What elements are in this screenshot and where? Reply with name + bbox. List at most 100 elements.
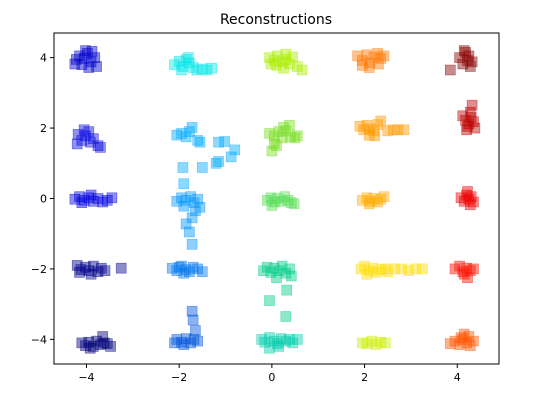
data-point [372,196,383,208]
x-tick-label: −4 [78,371,94,384]
data-point [99,265,111,277]
data-point [186,239,198,250]
data-point [256,334,268,345]
data-point [83,62,95,73]
data-point [280,48,292,60]
data-point [356,60,368,71]
data-point [463,118,475,130]
data-point [449,335,461,347]
data-point [464,61,476,72]
data-point [194,202,206,213]
data-point [180,195,192,206]
data-point [178,200,190,212]
data-point [176,260,187,272]
chart-title: Reconstructions [220,12,332,28]
data-point [454,260,465,272]
data-point [382,266,394,278]
data-point [463,331,475,342]
data-point [259,336,271,348]
data-point [80,45,91,56]
data-point [95,142,106,153]
data-point [210,158,222,169]
data-point [359,260,370,272]
data-point [187,314,199,326]
data-point [364,196,376,207]
data-point [272,193,283,204]
data-point [186,122,198,133]
data-point [76,337,88,349]
data-point [176,64,187,76]
data-point [375,336,387,348]
data-point [464,340,476,352]
data-point [364,57,376,69]
y-tick-label: −2 [31,263,47,276]
data-point [85,268,97,280]
data-point [82,48,93,59]
data-point [403,265,414,277]
data-point [184,126,195,137]
data-point [285,131,296,143]
data-point [258,265,269,277]
data-point [284,334,295,345]
data-point [285,197,297,208]
data-point [296,64,308,76]
data-point [97,331,108,342]
data-point [464,199,476,211]
data-point [74,267,85,278]
data-point [361,268,373,280]
data-point [266,145,278,157]
data-point [192,263,203,275]
data-point [273,341,285,352]
data-point [462,272,473,284]
data-point [468,263,479,275]
data-point [92,140,104,151]
data-point [276,260,288,272]
data-point [268,196,280,208]
x-axis-ticks: −4 −2 0 2 4 [78,364,461,384]
data-point [458,45,470,56]
data-point [370,267,382,278]
data-point [375,53,387,64]
data-point [278,62,289,74]
data-point [468,196,479,208]
data-point [69,58,81,70]
data-point [280,267,292,279]
data-point [464,265,476,277]
data-point [279,191,291,202]
data-point [378,191,390,202]
data-point [389,263,401,275]
data-point [380,337,391,349]
data-point [180,54,192,65]
y-tick-label: 2 [40,122,47,135]
data-point [464,106,476,118]
data-point [197,266,208,278]
data-point [363,198,375,210]
data-point [280,311,292,322]
x-tick-label: −2 [171,371,187,384]
data-point [361,192,373,204]
data-point [86,45,98,57]
data-point [194,136,206,148]
data-point [264,295,275,306]
data-point [466,56,478,68]
data-point [289,132,301,144]
data-point [85,56,97,68]
data-point [363,62,375,73]
data-point [375,264,387,275]
data-point [183,52,194,63]
data-point [457,110,469,122]
data-point [185,191,196,202]
points-layer [69,45,481,354]
data-point [106,192,118,204]
data-point [264,342,275,354]
data-point [201,64,213,76]
data-point [178,267,190,279]
data-point [180,264,192,275]
data-point [180,218,192,230]
data-point [372,119,383,130]
data-point [370,339,382,350]
data-point [284,120,295,131]
data-point [91,61,102,72]
data-point [284,263,295,275]
